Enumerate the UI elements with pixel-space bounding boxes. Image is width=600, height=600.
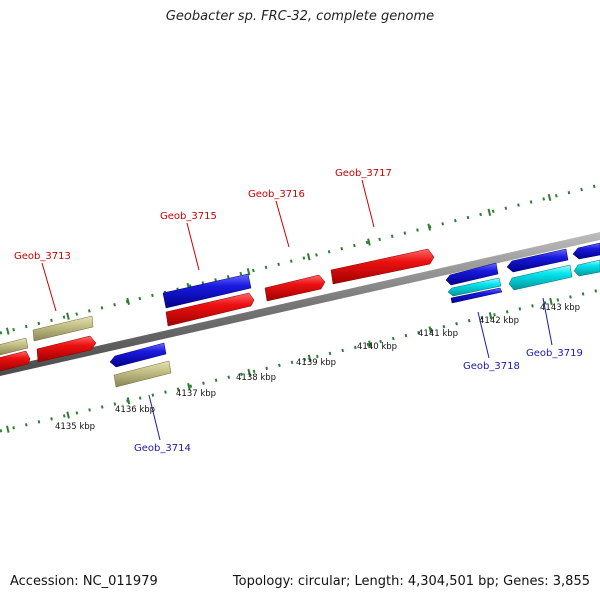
gene-reverse-khaki <box>113 360 172 388</box>
gene-reverse-cyan <box>508 264 573 291</box>
accession-label: Accession: NC_011979 <box>10 574 158 589</box>
gene-forward-red <box>264 274 326 302</box>
scale-tick <box>126 297 130 306</box>
scale-label: 4137 kbp <box>176 389 216 399</box>
scale-tick <box>66 312 70 320</box>
gene-label-reverse: Geob_3714 <box>134 443 191 454</box>
scale-tick <box>246 268 251 276</box>
scale-tick <box>5 327 10 335</box>
gene-label-forward: Geob_3717 <box>335 168 392 179</box>
callout-line <box>41 262 57 312</box>
gene-forward-red <box>36 335 97 363</box>
gene-label-reverse: Geob_3719 <box>526 348 583 359</box>
gene-label-forward: Geob_3715 <box>160 211 217 222</box>
gene-forward-red <box>330 248 435 285</box>
gene-forward-khaki <box>32 315 94 342</box>
scale-tick <box>367 238 371 246</box>
callout-line <box>542 297 553 346</box>
gene-reverse-blue <box>445 262 499 286</box>
scale-label: 4135 kbp <box>55 422 95 432</box>
callout-line <box>275 200 290 248</box>
callout-lines <box>41 179 553 441</box>
scale-label: 4139 kbp <box>296 358 336 368</box>
gene-label-forward: Geob_3713 <box>14 251 71 262</box>
gene-forward-blue <box>162 273 252 309</box>
scale-label: 4136 kbp <box>115 405 155 415</box>
scale-tick <box>488 312 493 320</box>
scale-label: 4141 kbp <box>418 329 458 339</box>
scale-tick <box>427 223 431 231</box>
scale-tick <box>247 368 251 377</box>
scale-tick <box>66 411 70 419</box>
scale-tick <box>6 425 10 433</box>
gene-label-reverse: Geob_3718 <box>463 361 520 372</box>
gene-forward-red <box>165 292 255 327</box>
scale-label: 4138 kbp <box>236 373 276 383</box>
scale-label: 4143 kbp <box>540 303 580 313</box>
gene-reverse-blue <box>109 342 167 368</box>
scale-label: 4142 kbp <box>479 316 519 326</box>
gene-forward-khaki <box>0 337 29 356</box>
gene-reverse-blue <box>572 242 600 260</box>
scale-tick <box>306 253 311 261</box>
reverse-genes <box>109 242 600 388</box>
gene-reverse-blue <box>450 287 503 304</box>
scale-tick <box>547 193 552 202</box>
callout-line <box>148 394 161 441</box>
genome-backbone <box>0 232 600 376</box>
scale-tick <box>487 208 492 216</box>
callout-line <box>361 179 375 228</box>
gene-reverse-cyan <box>447 277 502 297</box>
scale-tick <box>307 354 312 362</box>
gene-reverse-blue <box>506 248 569 273</box>
forward-genes <box>0 248 435 372</box>
scale-tick <box>126 397 131 405</box>
scale-tick <box>187 382 191 391</box>
callout-line <box>186 222 200 271</box>
gene-forward-red <box>0 350 31 372</box>
scale-tick <box>368 340 372 348</box>
gene-reverse-cyan <box>573 259 600 277</box>
scale-tick <box>549 297 553 306</box>
callout-line <box>477 311 490 359</box>
gene-label-forward: Geob_3716 <box>248 189 305 200</box>
page-title: Geobacter sp. FRC-32, complete genome <box>165 9 435 24</box>
topology-label: Topology: circular; Length: 4,304,501 bp… <box>232 574 590 589</box>
scale-label: 4140 kbp <box>357 342 397 352</box>
